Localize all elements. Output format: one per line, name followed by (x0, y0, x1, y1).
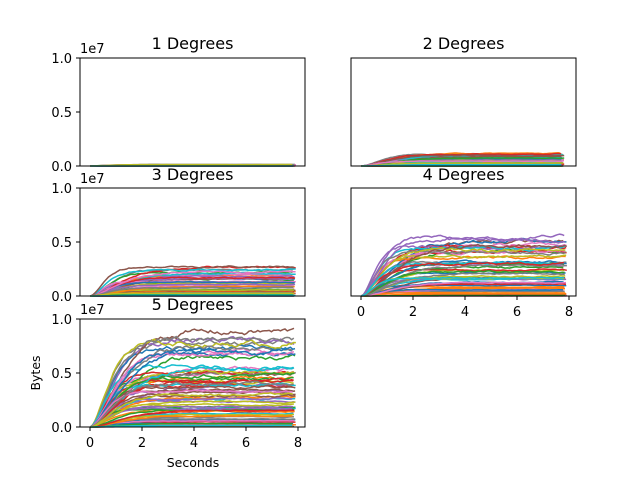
y-tick-label: 0.0 (51, 290, 72, 305)
series-line (361, 163, 562, 167)
series-line (90, 280, 295, 297)
series-line (361, 272, 565, 297)
series-line (90, 346, 296, 428)
y-tick-label: 1.0 (51, 313, 72, 328)
series-line (90, 413, 295, 428)
x-tick-label: 2 (138, 436, 146, 451)
series-line (90, 292, 295, 297)
x-tick-label: 2 (409, 305, 417, 320)
x-tick-label: 8 (565, 305, 573, 320)
series-line (90, 419, 295, 428)
subplot-title: 4 Degrees (423, 165, 505, 184)
x-tick-label: 4 (190, 436, 198, 451)
series-line (90, 422, 293, 428)
x-tick-label: 0 (357, 305, 365, 320)
series-line (90, 286, 294, 297)
subplot-title: 5 Degrees (152, 295, 234, 314)
subplot-1-degrees: 1 Degrees 0.0 0.5 1.0 1e7 (51, 34, 306, 175)
series-line (361, 162, 564, 167)
y-offset-text: 1e7 (80, 42, 105, 57)
series-line (90, 380, 294, 428)
series-line (90, 276, 296, 297)
series-line (361, 288, 564, 297)
subplot-title: 1 Degrees (152, 34, 234, 53)
y-tick-label: 0.5 (51, 367, 72, 382)
x-axis-label: Seconds (167, 455, 220, 470)
y-axis: 0.0 0.5 1.0 1e7 (51, 172, 104, 305)
series-line (361, 247, 566, 297)
x-tick-label: 6 (242, 436, 250, 451)
series-line (90, 265, 295, 297)
y-tick-label: 1.0 (51, 52, 72, 67)
series-line (90, 393, 296, 428)
y-tick-label: 0.5 (51, 236, 72, 251)
x-axis: 0 2 4 6 8 (86, 427, 302, 451)
series-line (90, 163, 293, 167)
series-line (361, 260, 565, 297)
series-line (361, 241, 567, 297)
series-line (90, 283, 296, 297)
series-line (361, 292, 567, 297)
y-tick-label: 0.0 (51, 421, 72, 436)
series-line (89, 338, 296, 428)
subplot-5-degrees: 5 Degrees 0.0 0.5 1.0 1e7 0 2 4 6 8 Seco… (28, 295, 306, 470)
series-line (90, 415, 293, 428)
y-axis-label: Bytes (28, 355, 43, 390)
series-line (361, 284, 567, 297)
series-line (90, 424, 293, 428)
subplot-4-degrees: 4 Degrees 0 2 4 6 8 (350, 165, 577, 320)
subplot-title: 2 Degrees (423, 34, 505, 53)
series-line (89, 335, 295, 428)
series-line (361, 263, 567, 297)
series-line (90, 392, 294, 428)
series-line (361, 154, 565, 167)
series-line (90, 408, 295, 428)
y-tick-label: 0.5 (51, 106, 72, 121)
subplot-title: 3 Degrees (152, 165, 234, 184)
series-line (361, 233, 565, 297)
series-line (90, 407, 293, 428)
x-tick-label: 0 (86, 436, 94, 451)
series-line (90, 327, 295, 428)
y-axis: 0.0 0.5 1.0 1e7 (51, 42, 104, 175)
series-line (90, 377, 294, 428)
x-tick-label: 8 (294, 436, 302, 451)
y-tick-label: 0.0 (51, 160, 72, 175)
subplot-3-degrees: 3 Degrees 0.0 0.5 1.0 1e7 (51, 165, 306, 305)
axes-frame (350, 57, 577, 167)
series-line (90, 366, 295, 428)
y-offset-text: 1e7 (80, 172, 105, 187)
series-line (90, 388, 296, 428)
series-line (90, 350, 295, 428)
series-line (360, 234, 566, 297)
series-line (90, 400, 296, 428)
series-line (361, 276, 565, 297)
x-tick-label: 4 (461, 305, 469, 320)
series-line (90, 376, 294, 428)
x-axis: 0 2 4 6 8 (357, 296, 573, 320)
axes-frame (350, 187, 577, 297)
series-line (361, 243, 568, 297)
series-line (360, 250, 566, 297)
x-tick-label: 6 (513, 305, 521, 320)
series-line (90, 372, 295, 428)
series-line (90, 390, 296, 428)
series-line (361, 160, 562, 167)
series-line (90, 270, 296, 297)
y-axis: 0.0 0.5 1.0 1e7 (51, 303, 104, 436)
series-line (90, 385, 296, 428)
series-lines (360, 233, 568, 297)
series-line (361, 261, 564, 297)
subplot-2-degrees: 2 Degrees (350, 34, 577, 167)
series-line (90, 268, 296, 297)
series-line (361, 281, 567, 297)
y-offset-text: 1e7 (80, 303, 105, 318)
y-tick-label: 1.0 (51, 182, 72, 197)
